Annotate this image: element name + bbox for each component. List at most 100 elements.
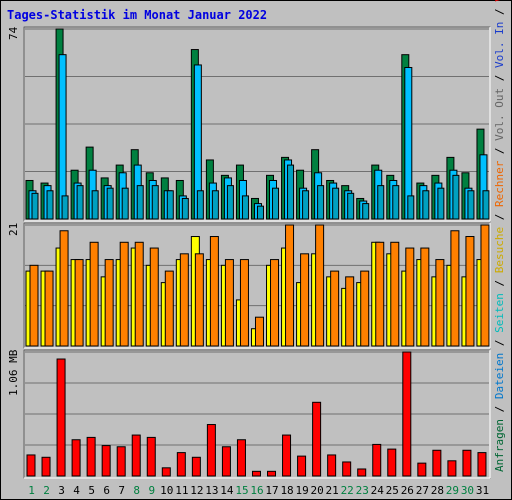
bar-volumen	[101, 445, 111, 477]
bar-rechner	[254, 316, 264, 347]
bar-volumen	[116, 446, 126, 477]
top-panel-max-label: 74	[7, 26, 20, 40]
bar-rechner	[194, 253, 204, 347]
bar-volumen	[176, 452, 186, 477]
bar-volumen	[221, 446, 231, 477]
bar-seiten	[91, 190, 99, 220]
day-label: 18	[280, 484, 293, 497]
day-label: 9	[148, 484, 155, 497]
bar-seiten	[407, 195, 415, 220]
day-label: 5	[88, 484, 95, 497]
bar-rechner	[390, 241, 400, 347]
bar-seiten	[166, 190, 174, 220]
bar-rechner	[420, 247, 430, 347]
bar-seiten	[31, 192, 39, 220]
bar-seiten	[211, 190, 219, 220]
day-label: 1	[28, 484, 35, 497]
bar-seiten	[452, 174, 460, 220]
day-label: 26	[401, 484, 414, 497]
bar-volumen	[477, 452, 487, 477]
bar-seiten	[226, 185, 234, 220]
legend-part: /	[493, 207, 506, 227]
bar-rechner	[360, 270, 370, 347]
mid-panel-max-label: 21	[7, 223, 20, 236]
chart-title: Tages-Statistik im Monat Januar 2022	[7, 8, 268, 22]
legend-part: Vol. In	[493, 22, 506, 68]
legend-part: /	[493, 333, 506, 353]
day-label: 24	[371, 484, 385, 497]
bar-volumen	[282, 434, 292, 477]
bottom-panel-max-label: 1.06 MB	[7, 349, 20, 396]
bar-rechner	[59, 230, 69, 347]
day-label: 8	[133, 484, 140, 497]
bar-seiten	[302, 190, 310, 220]
bar-rechner	[89, 241, 99, 347]
legend-part: Rechner	[493, 160, 506, 207]
legend-part: /	[493, 2, 506, 22]
bar-dateien	[58, 54, 67, 220]
bar-volumen	[131, 434, 141, 477]
bar-volumen	[26, 454, 36, 477]
bar-volumen	[297, 455, 307, 477]
bar-seiten	[347, 192, 355, 220]
series-legend: Anfragen / Dateien / Seiten / Besuche / …	[493, 0, 506, 472]
bar-volumen	[251, 470, 261, 477]
legend-part: Volumen	[493, 0, 506, 2]
bar-volumen	[432, 449, 442, 477]
bar-volumen	[267, 470, 277, 477]
day-label: 27	[416, 484, 429, 497]
bar-seiten	[151, 185, 159, 220]
day-label: 22	[341, 484, 354, 497]
bar-rechner	[465, 236, 475, 347]
bar-rechner	[375, 241, 385, 347]
bar-volumen	[402, 351, 412, 477]
bar-rechner	[285, 224, 295, 347]
bar-rechner	[179, 253, 189, 347]
day-label: 4	[73, 484, 80, 497]
bar-volumen	[387, 448, 397, 477]
day-label: 20	[311, 484, 324, 497]
day-label: 30	[461, 484, 474, 497]
bar-seiten	[317, 185, 325, 220]
bar-seiten	[422, 190, 430, 220]
bar-volumen	[41, 456, 51, 477]
bar-volumen	[236, 439, 246, 477]
day-label: 28	[431, 484, 444, 497]
bar-volumen	[161, 467, 171, 477]
day-label: 31	[476, 484, 489, 497]
bar-volumen	[206, 424, 216, 477]
bar-seiten	[437, 187, 445, 220]
bar-volumen	[447, 460, 457, 477]
day-label: 19	[295, 484, 308, 497]
bar-volumen	[357, 468, 367, 477]
bar-seiten	[121, 187, 129, 220]
bar-rechner	[119, 241, 129, 347]
day-label: 14	[220, 484, 234, 497]
bar-rechner	[134, 241, 144, 347]
bar-volumen	[86, 436, 96, 477]
bar-seiten	[136, 185, 144, 220]
bar-seiten	[272, 187, 280, 220]
legend-part: Vol. Out	[493, 88, 506, 141]
legend-part: /	[493, 141, 506, 161]
bar-volumen	[191, 456, 201, 477]
day-label: 16	[250, 484, 263, 497]
day-label: 25	[386, 484, 399, 497]
bar-rechner	[44, 270, 54, 347]
day-label: 12	[190, 484, 203, 497]
day-label: 15	[235, 484, 248, 497]
bar-volumen	[56, 358, 66, 477]
day-label: 17	[265, 484, 278, 497]
day-label: 6	[103, 484, 110, 497]
bar-seiten	[76, 185, 84, 220]
bar-seiten	[196, 190, 204, 220]
day-label: 3	[58, 484, 65, 497]
bar-rechner	[29, 264, 39, 347]
bar-seiten	[181, 197, 189, 220]
bar-seiten	[482, 190, 490, 220]
bar-rechner	[164, 270, 174, 347]
bar-rechner	[435, 259, 445, 347]
x-axis-day-labels: 1 2 3 4 5 6 7 8 9 10 11 12 13 14 15 16 17 18 19 20 21 22 23 24 2…	[28, 484, 489, 497]
legend-part: Dateien	[493, 353, 506, 399]
